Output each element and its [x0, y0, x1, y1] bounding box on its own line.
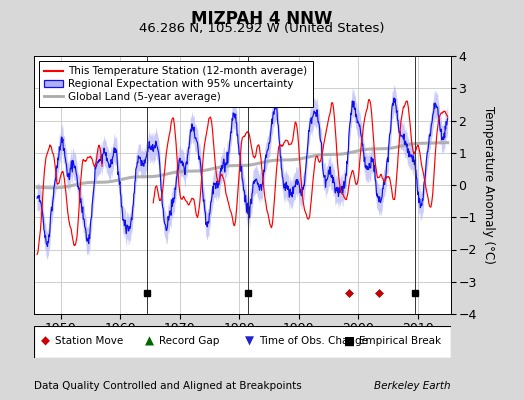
Text: Empirical Break: Empirical Break	[359, 336, 441, 346]
Text: 46.286 N, 105.292 W (United States): 46.286 N, 105.292 W (United States)	[139, 22, 385, 35]
Text: Data Quality Controlled and Aligned at Breakpoints: Data Quality Controlled and Aligned at B…	[34, 381, 302, 391]
Text: ▼: ▼	[245, 335, 254, 348]
Text: ▲: ▲	[145, 335, 154, 348]
Text: MIZPAH 4 NNW: MIZPAH 4 NNW	[191, 10, 333, 28]
Text: Time of Obs. Change: Time of Obs. Change	[259, 336, 368, 346]
Text: ■: ■	[344, 335, 355, 348]
Text: Station Move: Station Move	[55, 336, 123, 346]
Text: ◆: ◆	[41, 335, 50, 348]
Text: Record Gap: Record Gap	[159, 336, 220, 346]
Y-axis label: Temperature Anomaly (°C): Temperature Anomaly (°C)	[482, 106, 495, 264]
Text: Berkeley Earth: Berkeley Earth	[374, 381, 451, 391]
Legend: This Temperature Station (12-month average), Regional Expectation with 95% uncer: This Temperature Station (12-month avera…	[39, 61, 313, 107]
